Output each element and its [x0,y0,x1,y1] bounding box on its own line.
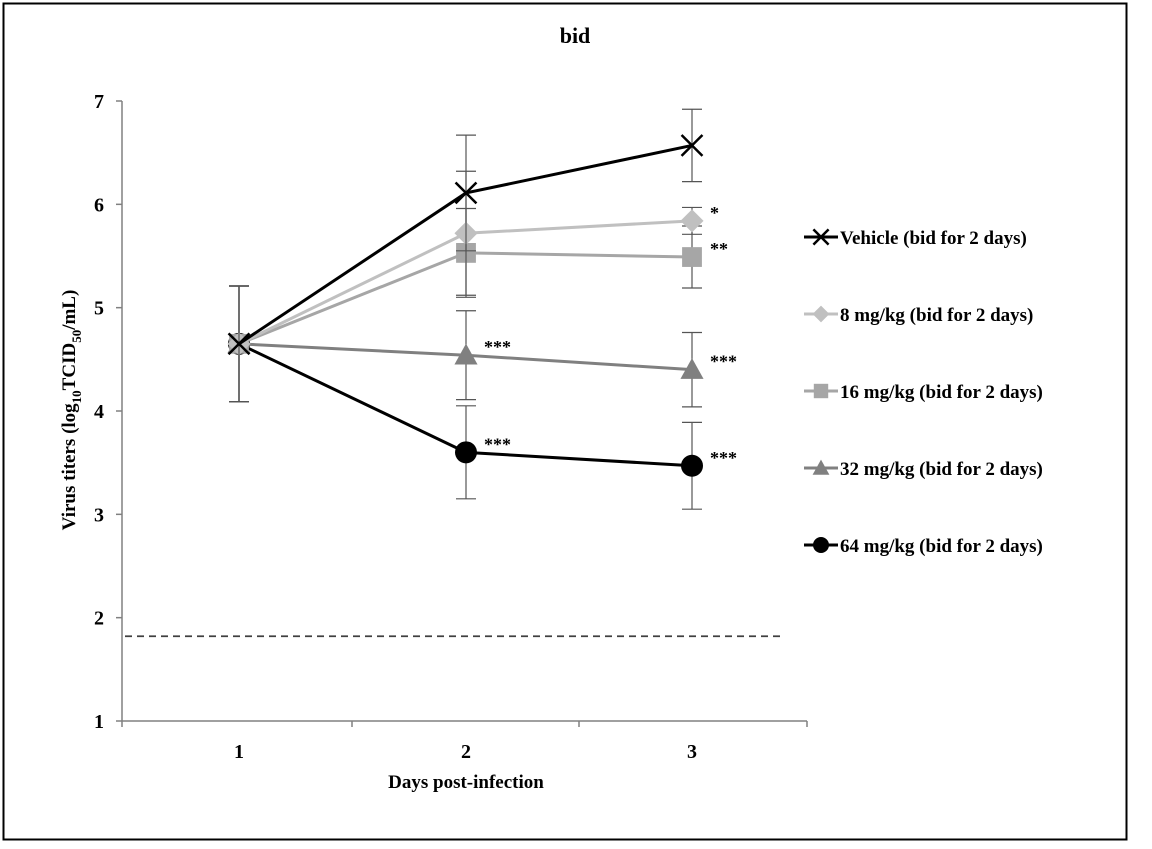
y-tick-label: 6 [94,194,104,216]
legend-item: 16 mg/kg (bid for 2 days) [804,382,1043,403]
data-point-shape [455,441,477,464]
legend-item: 8 mg/kg (bid for 2 days) [804,305,1033,326]
x-axis-title: Days post-infection [388,772,544,793]
legend-marker [813,383,829,399]
legend-marker [812,228,830,246]
significance-label: *** [710,448,737,468]
data-point-stroke [680,134,704,157]
data-point-shape [680,358,704,379]
significance-label: ** [710,239,728,259]
data-point [680,209,704,233]
chart-title: bid [560,23,591,48]
data-point [227,332,251,356]
y-tick-label: 1 [94,711,104,733]
data-point [680,134,704,157]
series-4: *** *** [228,285,737,510]
significance-label: * [710,203,719,223]
data-point [454,343,478,365]
x-tick-label: 3 [687,741,697,763]
legend-label: 32 mg/kg (bid for 2 days) [840,459,1043,480]
data-point [681,454,703,477]
legend-marker [812,459,830,475]
series-3: *** *** [227,285,737,408]
data-point-shape [682,247,702,267]
legend-marker-shape [813,537,829,553]
legend-label: 64 mg/kg (bid for 2 days) [840,536,1043,557]
data-point [682,247,702,267]
legend-item: 64 mg/kg (bid for 2 days) [804,536,1043,557]
x-tick-label: 1 [234,741,244,763]
y-tick-label: 7 [94,91,104,113]
data-point [455,441,477,464]
series-2: ** [229,207,728,403]
legend-marker-shape [812,305,830,323]
legend-label: Vehicle (bid for 2 days) [840,228,1027,249]
y-tick-label: 3 [94,504,104,526]
legend-marker [813,537,829,553]
legend-label: 16 mg/kg (bid for 2 days) [840,382,1043,403]
significance-label: *** [484,337,511,357]
data-point [680,358,704,379]
legend-item: Vehicle (bid for 2 days) [804,228,1027,249]
y-axis-title: Virus titers (log10TCID50/mL) [59,290,84,531]
data-point-stroke [454,181,478,205]
data-point-shape [681,454,703,477]
x-tick-label: 2 [461,741,471,763]
data-point-shape [454,343,478,365]
y-tick-label: 2 [94,608,104,630]
legend-marker-shape [813,383,829,399]
significance-label: *** [710,352,737,372]
chart-border [2,2,1128,841]
legend-marker [812,305,830,323]
legend-label: 8 mg/kg (bid for 2 days) [840,305,1033,326]
series-0 [227,108,704,403]
legend-item: 32 mg/kg (bid for 2 days) [804,459,1043,480]
significance-label: *** [484,434,511,454]
legend-marker-shape [812,459,830,475]
legend-marker-stroke [812,228,830,246]
y-tick-label: 4 [94,401,104,423]
data-point-stroke [227,332,251,356]
y-tick-label: 5 [94,298,104,320]
data-point [454,181,478,205]
data-point-shape [680,209,704,233]
